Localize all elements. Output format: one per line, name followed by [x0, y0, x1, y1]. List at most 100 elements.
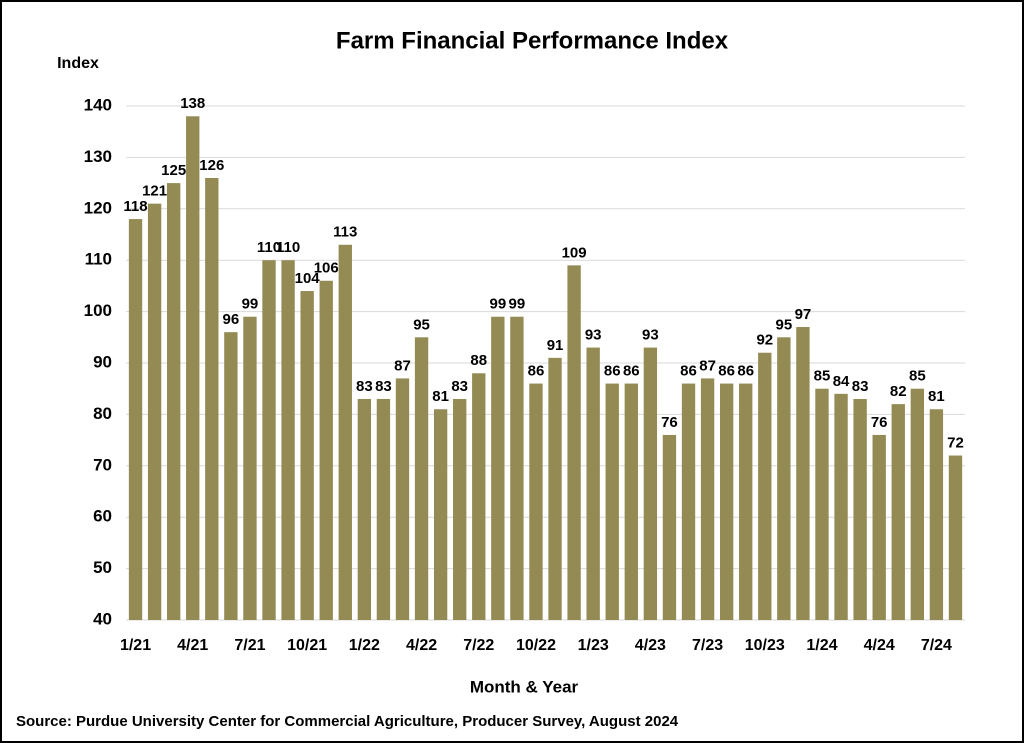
data-label: 125 [161, 162, 186, 179]
data-label: 110 [257, 239, 281, 256]
y-tick-label: 90 [93, 352, 112, 371]
data-label: 138 [180, 95, 205, 112]
bar [548, 357, 562, 620]
bar [453, 398, 467, 620]
bar [739, 383, 753, 620]
data-label: 109 [562, 244, 587, 261]
bar [700, 378, 715, 620]
data-label: 99 [489, 296, 506, 313]
bar [815, 388, 829, 620]
x-tick-label: 7/22 [463, 637, 494, 654]
data-label: 83 [375, 378, 392, 395]
data-label: 95 [776, 316, 793, 333]
data-label: 118 [123, 198, 147, 215]
data-label: 76 [661, 414, 678, 431]
data-label: 81 [928, 388, 945, 405]
data-label: 97 [795, 306, 812, 323]
data-label: 72 [947, 434, 964, 451]
bar [624, 383, 638, 620]
bar [891, 404, 905, 620]
bar [910, 388, 925, 620]
data-label: 110 [276, 239, 300, 256]
y-tick-label: 120 [84, 198, 112, 217]
data-label: 113 [333, 224, 357, 241]
bar [529, 383, 543, 620]
bar [719, 383, 734, 620]
bar [338, 244, 352, 620]
x-tick-label: 10/21 [287, 637, 327, 654]
bar [319, 280, 333, 620]
x-axis-label: Month & Year [470, 677, 579, 696]
y-tick-label: 80 [93, 404, 112, 423]
bar [948, 455, 963, 620]
x-tick-label: 1/23 [578, 637, 609, 654]
y-tick-label: 100 [84, 301, 112, 320]
data-label: 96 [223, 311, 240, 328]
data-label: 85 [909, 368, 926, 385]
x-tick-label: 7/21 [234, 637, 265, 654]
chart-title: Farm Financial Performance Index [336, 27, 729, 54]
bar [128, 219, 143, 620]
data-label: 86 [737, 363, 754, 380]
data-label: 88 [470, 352, 487, 369]
y-tick-label: 60 [93, 507, 112, 526]
y-tick-label: 140 [84, 95, 112, 114]
y-tick-label: 40 [93, 609, 112, 628]
y-tick-label: 130 [84, 147, 112, 166]
bar [166, 183, 181, 620]
bar [472, 373, 486, 620]
x-tick-label: 4/22 [406, 637, 437, 654]
data-label: 86 [604, 363, 621, 380]
data-label: 86 [528, 363, 545, 380]
data-label: 104 [295, 270, 321, 287]
data-label: 84 [833, 373, 850, 390]
bar [681, 383, 696, 620]
bar [281, 260, 295, 620]
bar [491, 316, 505, 620]
x-tick-label: 1/24 [806, 637, 837, 654]
x-tick-label: 7/23 [692, 637, 723, 654]
data-label: 92 [756, 332, 773, 349]
data-label: 93 [642, 327, 659, 344]
bar [586, 347, 600, 620]
data-label: 93 [585, 327, 602, 344]
bar [414, 337, 429, 620]
x-tick-label: 7/24 [921, 637, 952, 654]
bar [662, 434, 677, 620]
bar [357, 398, 372, 620]
bar [376, 398, 391, 620]
bar [796, 327, 810, 620]
y-tick-label: 70 [93, 455, 112, 474]
bar [300, 291, 314, 620]
bar [147, 203, 162, 620]
data-label: 121 [142, 183, 167, 200]
data-label: 86 [680, 363, 697, 380]
data-label: 99 [509, 296, 526, 313]
data-label: 85 [814, 368, 831, 385]
data-label: 95 [413, 316, 430, 333]
x-tick-label: 4/24 [864, 637, 895, 654]
bar [853, 398, 867, 620]
bar [872, 434, 886, 620]
data-label: 91 [547, 337, 564, 354]
data-label: 81 [432, 388, 449, 405]
x-tick-label: 10/23 [745, 637, 785, 654]
bar [395, 378, 410, 620]
y-axis-label: Index [57, 55, 99, 72]
x-tick-label: 1/21 [120, 637, 151, 654]
x-tick-label: 4/23 [635, 637, 666, 654]
source-note: Source: Purdue University Center for Com… [16, 713, 679, 730]
data-label: 99 [242, 296, 259, 313]
data-label: 87 [394, 357, 411, 374]
bar [777, 337, 791, 620]
data-label: 76 [871, 414, 888, 431]
bar [567, 265, 581, 620]
bar [758, 352, 772, 620]
data-label: 83 [356, 378, 373, 395]
data-label: 87 [699, 357, 716, 374]
bar [224, 332, 238, 620]
data-label: 86 [718, 363, 735, 380]
bar [186, 116, 200, 620]
x-tick-label: 10/22 [516, 637, 556, 654]
